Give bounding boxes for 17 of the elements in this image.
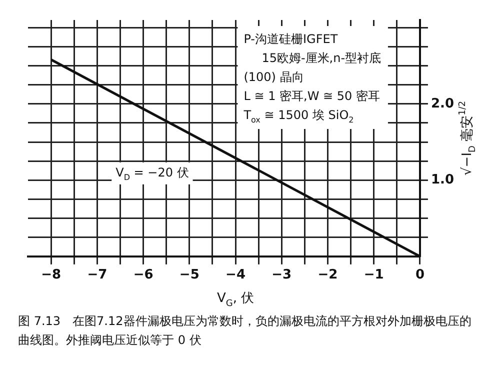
x-tick-label: −1 — [364, 268, 384, 283]
x-tick-label: −4 — [226, 268, 246, 283]
x-tick-label: −8 — [41, 268, 62, 283]
x-tick-label: 0 — [415, 268, 424, 283]
x-tick-label: −3 — [272, 268, 292, 283]
x-tick-label: −6 — [133, 268, 154, 283]
annotation: (100) 晶向 — [244, 70, 304, 84]
x-tick-label: −5 — [179, 268, 200, 283]
annotation: 15欧姆-厘米,n-型衬底 — [262, 51, 382, 65]
annotation: P-沟道硅栅IGFET — [244, 32, 338, 46]
annotation: L ≅ 1 密耳,W ≅ 50 密耳 — [244, 89, 380, 103]
y-axis-title: √−ID 毫安1/2 — [458, 100, 478, 176]
x-tick-label: −7 — [87, 268, 108, 283]
x-tick-label: −2 — [318, 268, 338, 283]
y-tick-label: 1.0 — [430, 172, 454, 188]
caption: 图 7.13 在图7.12器件漏极电压为常数时，负的漏极电流的平方根对外加栅极电压的曲线图。外推阈电压近似等于 0 伏 — [17, 313, 472, 349]
y-tick-label: 2.0 — [430, 96, 454, 112]
